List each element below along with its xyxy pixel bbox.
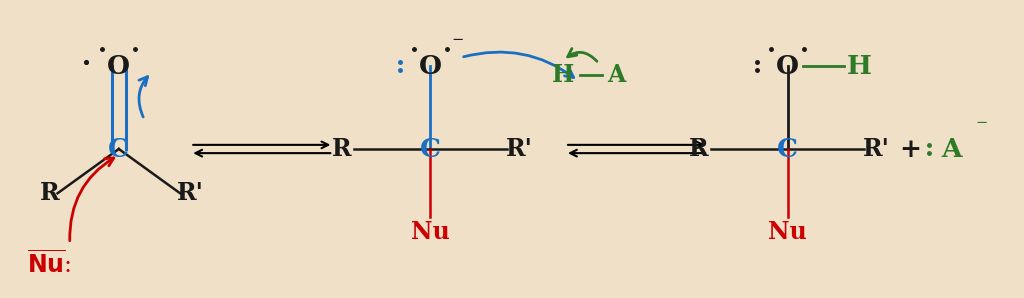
Text: R: R <box>689 137 709 161</box>
Text: O: O <box>776 54 799 79</box>
Text: R': R' <box>863 137 890 161</box>
Text: +: + <box>899 136 922 162</box>
Text: A: A <box>607 63 626 87</box>
Text: R: R <box>40 181 59 205</box>
Text: C: C <box>109 136 129 162</box>
Text: $^{-}$: $^{-}$ <box>975 118 988 138</box>
Text: C: C <box>420 136 440 162</box>
Text: C: C <box>777 136 799 162</box>
Text: $\overline{\mathbf{Nu}}$:: $\overline{\mathbf{Nu}}$: <box>28 250 72 278</box>
Text: A: A <box>941 136 962 162</box>
Text: Nu: Nu <box>411 220 450 244</box>
Text: R': R' <box>177 181 204 205</box>
Text: R': R' <box>506 137 532 161</box>
Text: O: O <box>108 54 130 79</box>
Text: O: O <box>419 54 441 79</box>
Text: H: H <box>847 54 871 79</box>
Text: Nu: Nu <box>768 220 807 244</box>
Text: H: H <box>552 63 574 87</box>
Text: $^{-}$: $^{-}$ <box>452 36 464 56</box>
Text: R: R <box>332 137 351 161</box>
